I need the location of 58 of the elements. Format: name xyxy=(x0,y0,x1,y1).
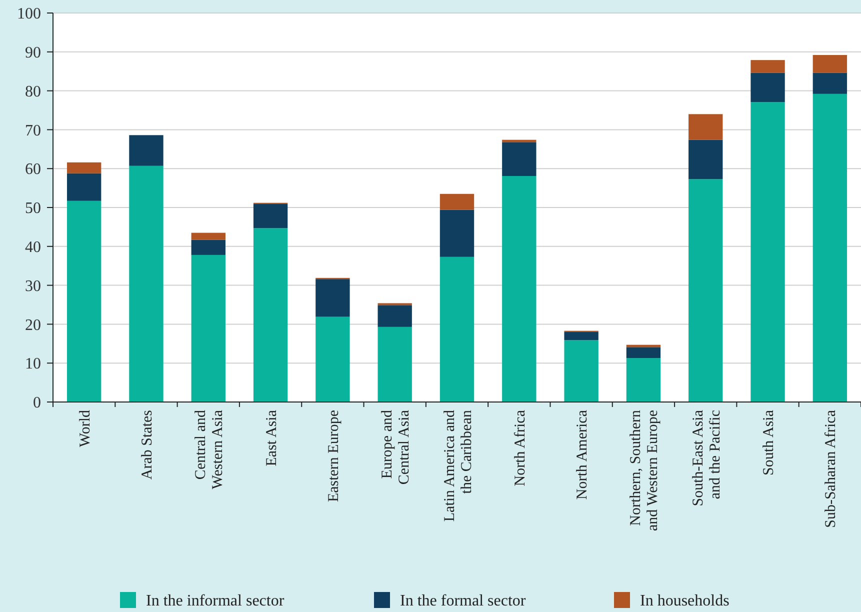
bar xyxy=(812,72,848,94)
bar xyxy=(66,162,102,174)
bar xyxy=(129,166,164,402)
bar xyxy=(812,55,848,73)
bar xyxy=(688,179,723,402)
x-tick-label: Central and Western Asia xyxy=(193,410,226,490)
bar xyxy=(253,228,288,402)
y-tick-label: 30 xyxy=(25,278,41,295)
legend-label: In households xyxy=(640,592,730,610)
x-tick-label: Sub-Saharan Africa xyxy=(823,410,840,528)
bar xyxy=(316,316,350,402)
y-tick-label: 80 xyxy=(25,83,41,100)
bar xyxy=(626,347,661,358)
bar xyxy=(378,326,412,402)
bar xyxy=(688,140,723,180)
bar xyxy=(440,194,474,210)
y-tick-label: 100 xyxy=(17,6,41,23)
x-tick-label: Latin America and the Caribbean xyxy=(442,410,475,522)
y-tick-label: 0 xyxy=(33,394,41,412)
bar xyxy=(66,173,102,201)
x-tick-label: Northern, Southern and Western Europe xyxy=(628,410,662,531)
x-tick-label: South Asia xyxy=(761,410,778,476)
bar xyxy=(812,94,848,402)
bar xyxy=(750,102,785,402)
bar xyxy=(688,114,723,140)
y-tick-label: 50 xyxy=(25,200,41,218)
bar xyxy=(316,279,350,317)
x-tick-label: Arab States xyxy=(139,410,156,480)
y-tick-label: 90 xyxy=(25,44,41,62)
y-tick-label: 60 xyxy=(25,161,41,178)
bar xyxy=(66,200,102,402)
bar xyxy=(378,305,412,327)
y-tick-label: 10 xyxy=(25,356,41,373)
bar xyxy=(253,204,288,228)
y-tick-label: 40 xyxy=(25,239,41,256)
x-tick-label: World xyxy=(77,410,94,448)
bar xyxy=(564,340,598,402)
x-tick-label: Eastern Europe xyxy=(326,410,342,502)
x-tick-label: North America xyxy=(574,410,591,500)
x-tick-label: Europe and Central Asia xyxy=(380,410,413,485)
bar xyxy=(750,72,785,102)
bar xyxy=(564,332,598,340)
bar xyxy=(502,176,536,402)
x-tick-label: East Asia xyxy=(264,410,280,466)
bar xyxy=(191,240,226,255)
bar xyxy=(191,254,226,402)
bar xyxy=(191,232,226,240)
bar xyxy=(440,210,474,257)
bar xyxy=(129,135,164,166)
y-tick-label: 70 xyxy=(25,122,41,140)
bar xyxy=(502,142,536,176)
legend-label: In the formal sector xyxy=(400,592,526,610)
x-tick-label: North Africa xyxy=(512,410,528,486)
bar xyxy=(440,256,474,402)
bar xyxy=(750,60,785,73)
bar xyxy=(626,358,661,402)
y-tick-label: 20 xyxy=(25,316,41,334)
legend-label: In the informal sector xyxy=(146,592,285,610)
